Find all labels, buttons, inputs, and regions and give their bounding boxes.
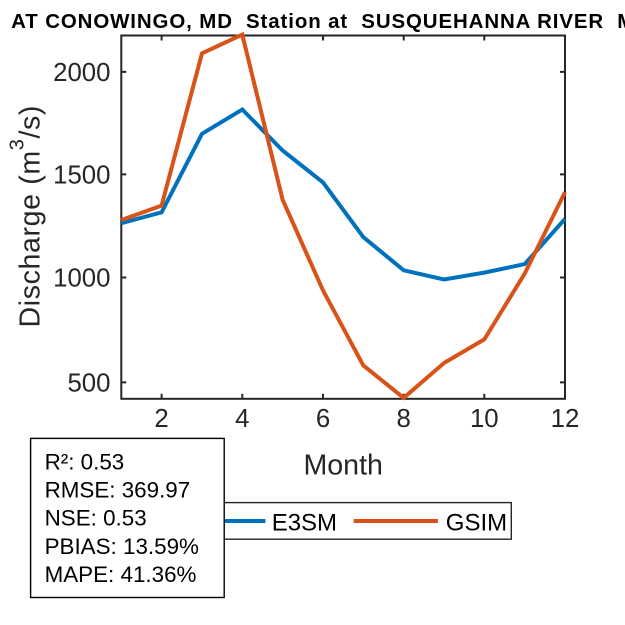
svg-text:6: 6 (316, 405, 330, 433)
svg-text:RMSE: 369.97: RMSE: 369.97 (45, 478, 191, 503)
svg-text:4: 4 (235, 405, 249, 433)
svg-text:R²: 0.53: R²: 0.53 (45, 450, 125, 475)
svg-text:MAPE: 41.36%: MAPE: 41.36% (45, 562, 197, 587)
svg-text:E3SM: E3SM (272, 510, 337, 537)
svg-text:NSE: 0.53: NSE: 0.53 (45, 506, 147, 531)
svg-text:10: 10 (470, 405, 499, 433)
svg-text:1000: 1000 (53, 265, 110, 293)
svg-text:GSIM: GSIM (446, 510, 507, 537)
svg-text:500: 500 (67, 370, 110, 398)
svg-text:Month: Month (303, 450, 382, 482)
svg-text:12: 12 (551, 405, 580, 433)
svg-text:PBIAS: 13.59%: PBIAS: 13.59% (45, 534, 199, 559)
svg-text:2: 2 (154, 405, 168, 433)
svg-text:8: 8 (397, 405, 411, 433)
svg-text:2000: 2000 (53, 59, 110, 87)
svg-text:1500: 1500 (53, 162, 110, 190)
svg-text:AT CONOWINGO, MD Station at: AT CONOWINGO, MD Station at SUSQUEHANNA … (11, 10, 625, 33)
